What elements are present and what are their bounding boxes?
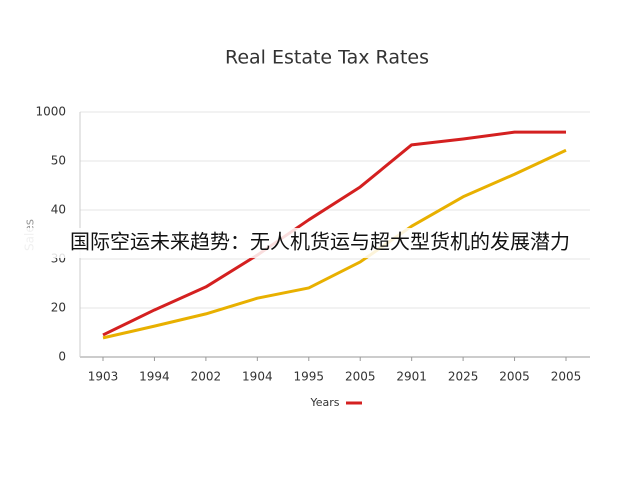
x-tick-label: 2025 [448,370,479,384]
x-tick-label: 2002 [191,370,222,384]
annotation-bg [0,228,640,258]
y-tick-label: 20 [51,301,66,315]
y-tick-label: 1000 [35,105,66,119]
series-line [102,130,566,337]
x-tick-label: 1995 [294,370,325,384]
y-tick-label: 0 [58,350,66,364]
y-tick-label: 50 [51,154,66,168]
x-tick-label: 1903 [88,370,119,384]
x-tick-label: 2005 [551,370,582,384]
x-tick-label: 2005 [499,370,530,384]
x-tick-label: 2005 [345,370,376,384]
x-tick-label: 1904 [242,370,273,384]
x-tick-label: 2901 [396,370,427,384]
x-tick-label: 1994 [139,370,170,384]
legend-label: Years [309,396,339,409]
y-tick-label: 40 [51,203,66,217]
annotation: 国际空运未来趋势：无人机货运与超大型货机的发展潜力 [70,230,570,254]
chart-title: Real Estate Tax Rates [225,47,429,69]
series-line [102,148,567,340]
